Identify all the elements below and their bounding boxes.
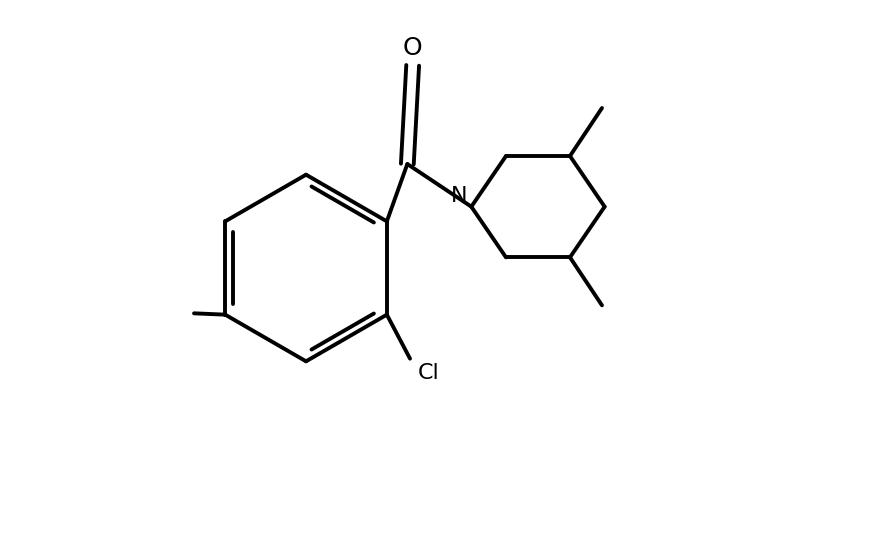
Text: N: N xyxy=(452,186,468,206)
Text: Cl: Cl xyxy=(418,363,439,383)
Text: O: O xyxy=(403,36,423,61)
